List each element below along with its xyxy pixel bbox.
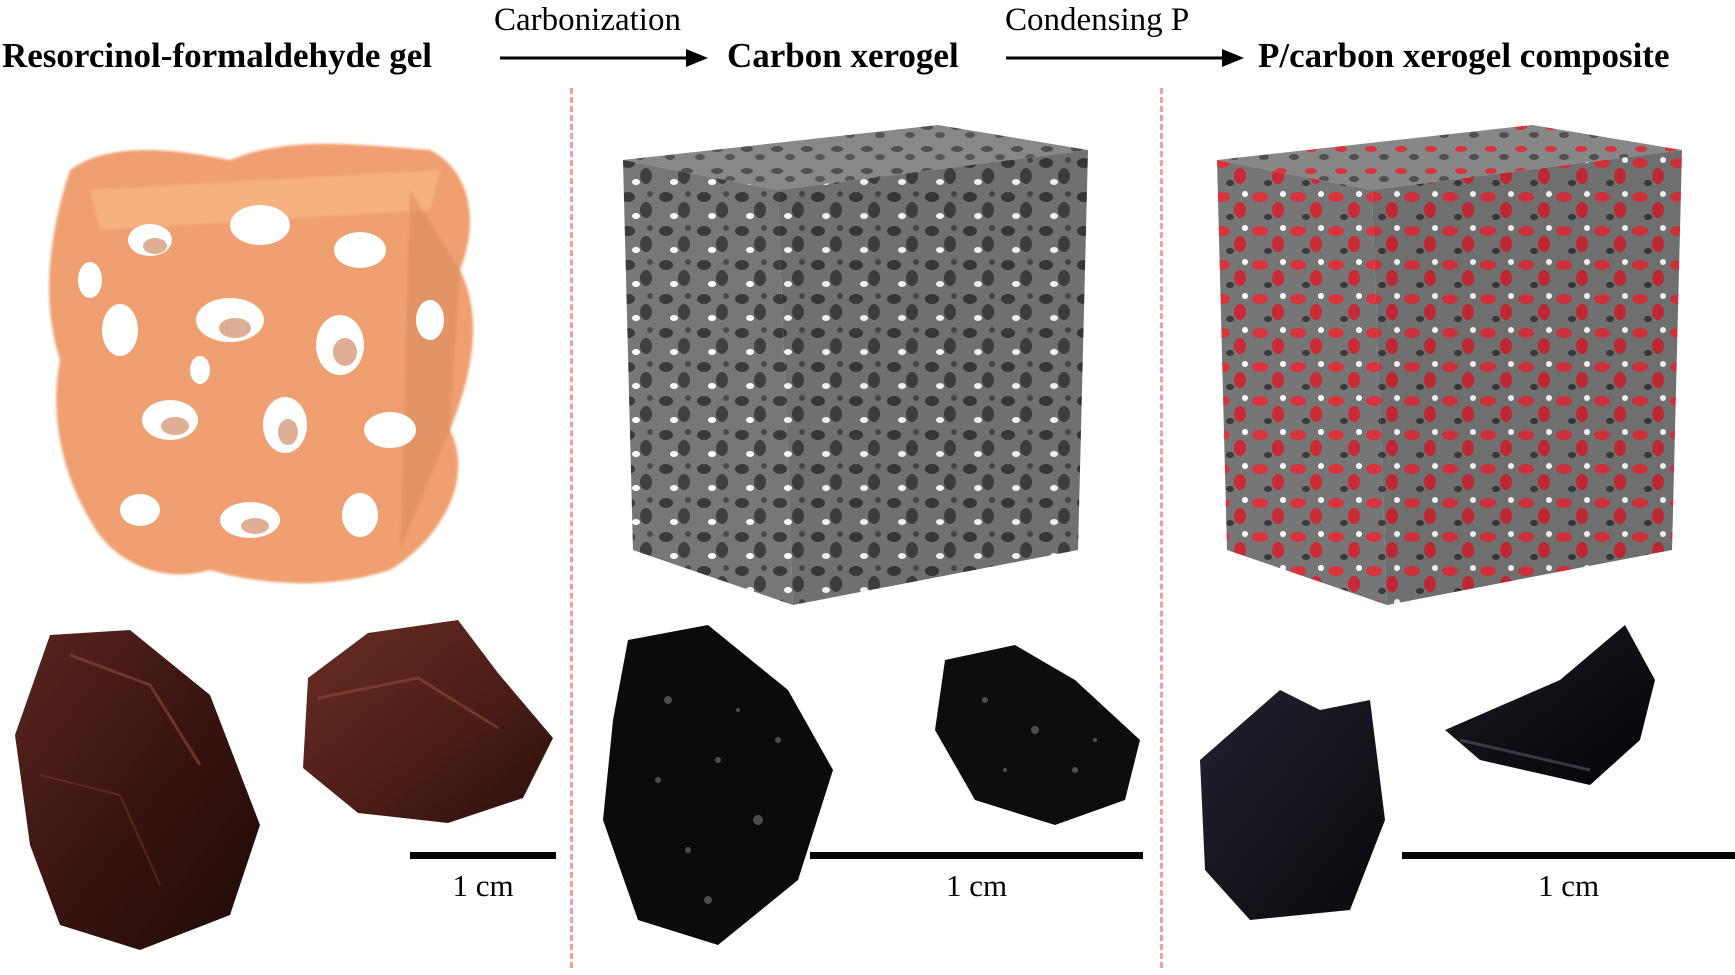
arrow-condensing-p: [1006, 49, 1244, 67]
divider-right: [1160, 88, 1163, 968]
rf-gel-3d-model: [49, 143, 474, 584]
p-carbon-composite-3d-model: [1217, 125, 1682, 605]
carbon-xerogel-sample-photo-1: [603, 625, 833, 945]
carbon-xerogel-sample-photo-2: [935, 645, 1140, 825]
stage-title-p-carbon-composite: P/carbon xerogel composite: [1258, 36, 1670, 75]
rf-gel-sample-photo-2: [303, 620, 553, 823]
cube-left-face: [623, 160, 793, 605]
rf-gel-sample-photo-1: [15, 630, 260, 950]
stage-title-carbon-xerogel: Carbon xerogel: [727, 36, 959, 75]
scale-bar-carbon-xerogel: [810, 852, 1143, 859]
stage-title-rf-gel: Resorcinol-formaldehyde gel: [2, 36, 432, 75]
p-carbon-composite-sample-photo-1: [1200, 690, 1385, 920]
cube-top-face: [1217, 125, 1682, 190]
scale-label-carbon-xerogel: 1 cm: [945, 868, 1008, 903]
arrow-carbonization: [500, 49, 708, 67]
step-label-carbonization: Carbonization: [494, 2, 681, 38]
cube-right-face: [778, 150, 1088, 605]
step-label-condensing-p: Condensing P: [1005, 2, 1190, 38]
scale-label-p-carbon-composite: 1 cm: [1537, 868, 1600, 903]
scale-bar-p-carbon-composite: [1402, 852, 1735, 859]
divider-left: [570, 88, 573, 968]
p-carbon-composite-sample-photo-2: [1445, 625, 1655, 785]
cube-top-face: [623, 125, 1088, 190]
carbon-xerogel-3d-model: [623, 125, 1088, 605]
cube-right-face: [1372, 150, 1682, 605]
scale-bar-rf-gel: [410, 852, 556, 859]
cube-left-face: [1217, 160, 1387, 605]
scale-label-rf-gel: 1 cm: [452, 868, 514, 903]
